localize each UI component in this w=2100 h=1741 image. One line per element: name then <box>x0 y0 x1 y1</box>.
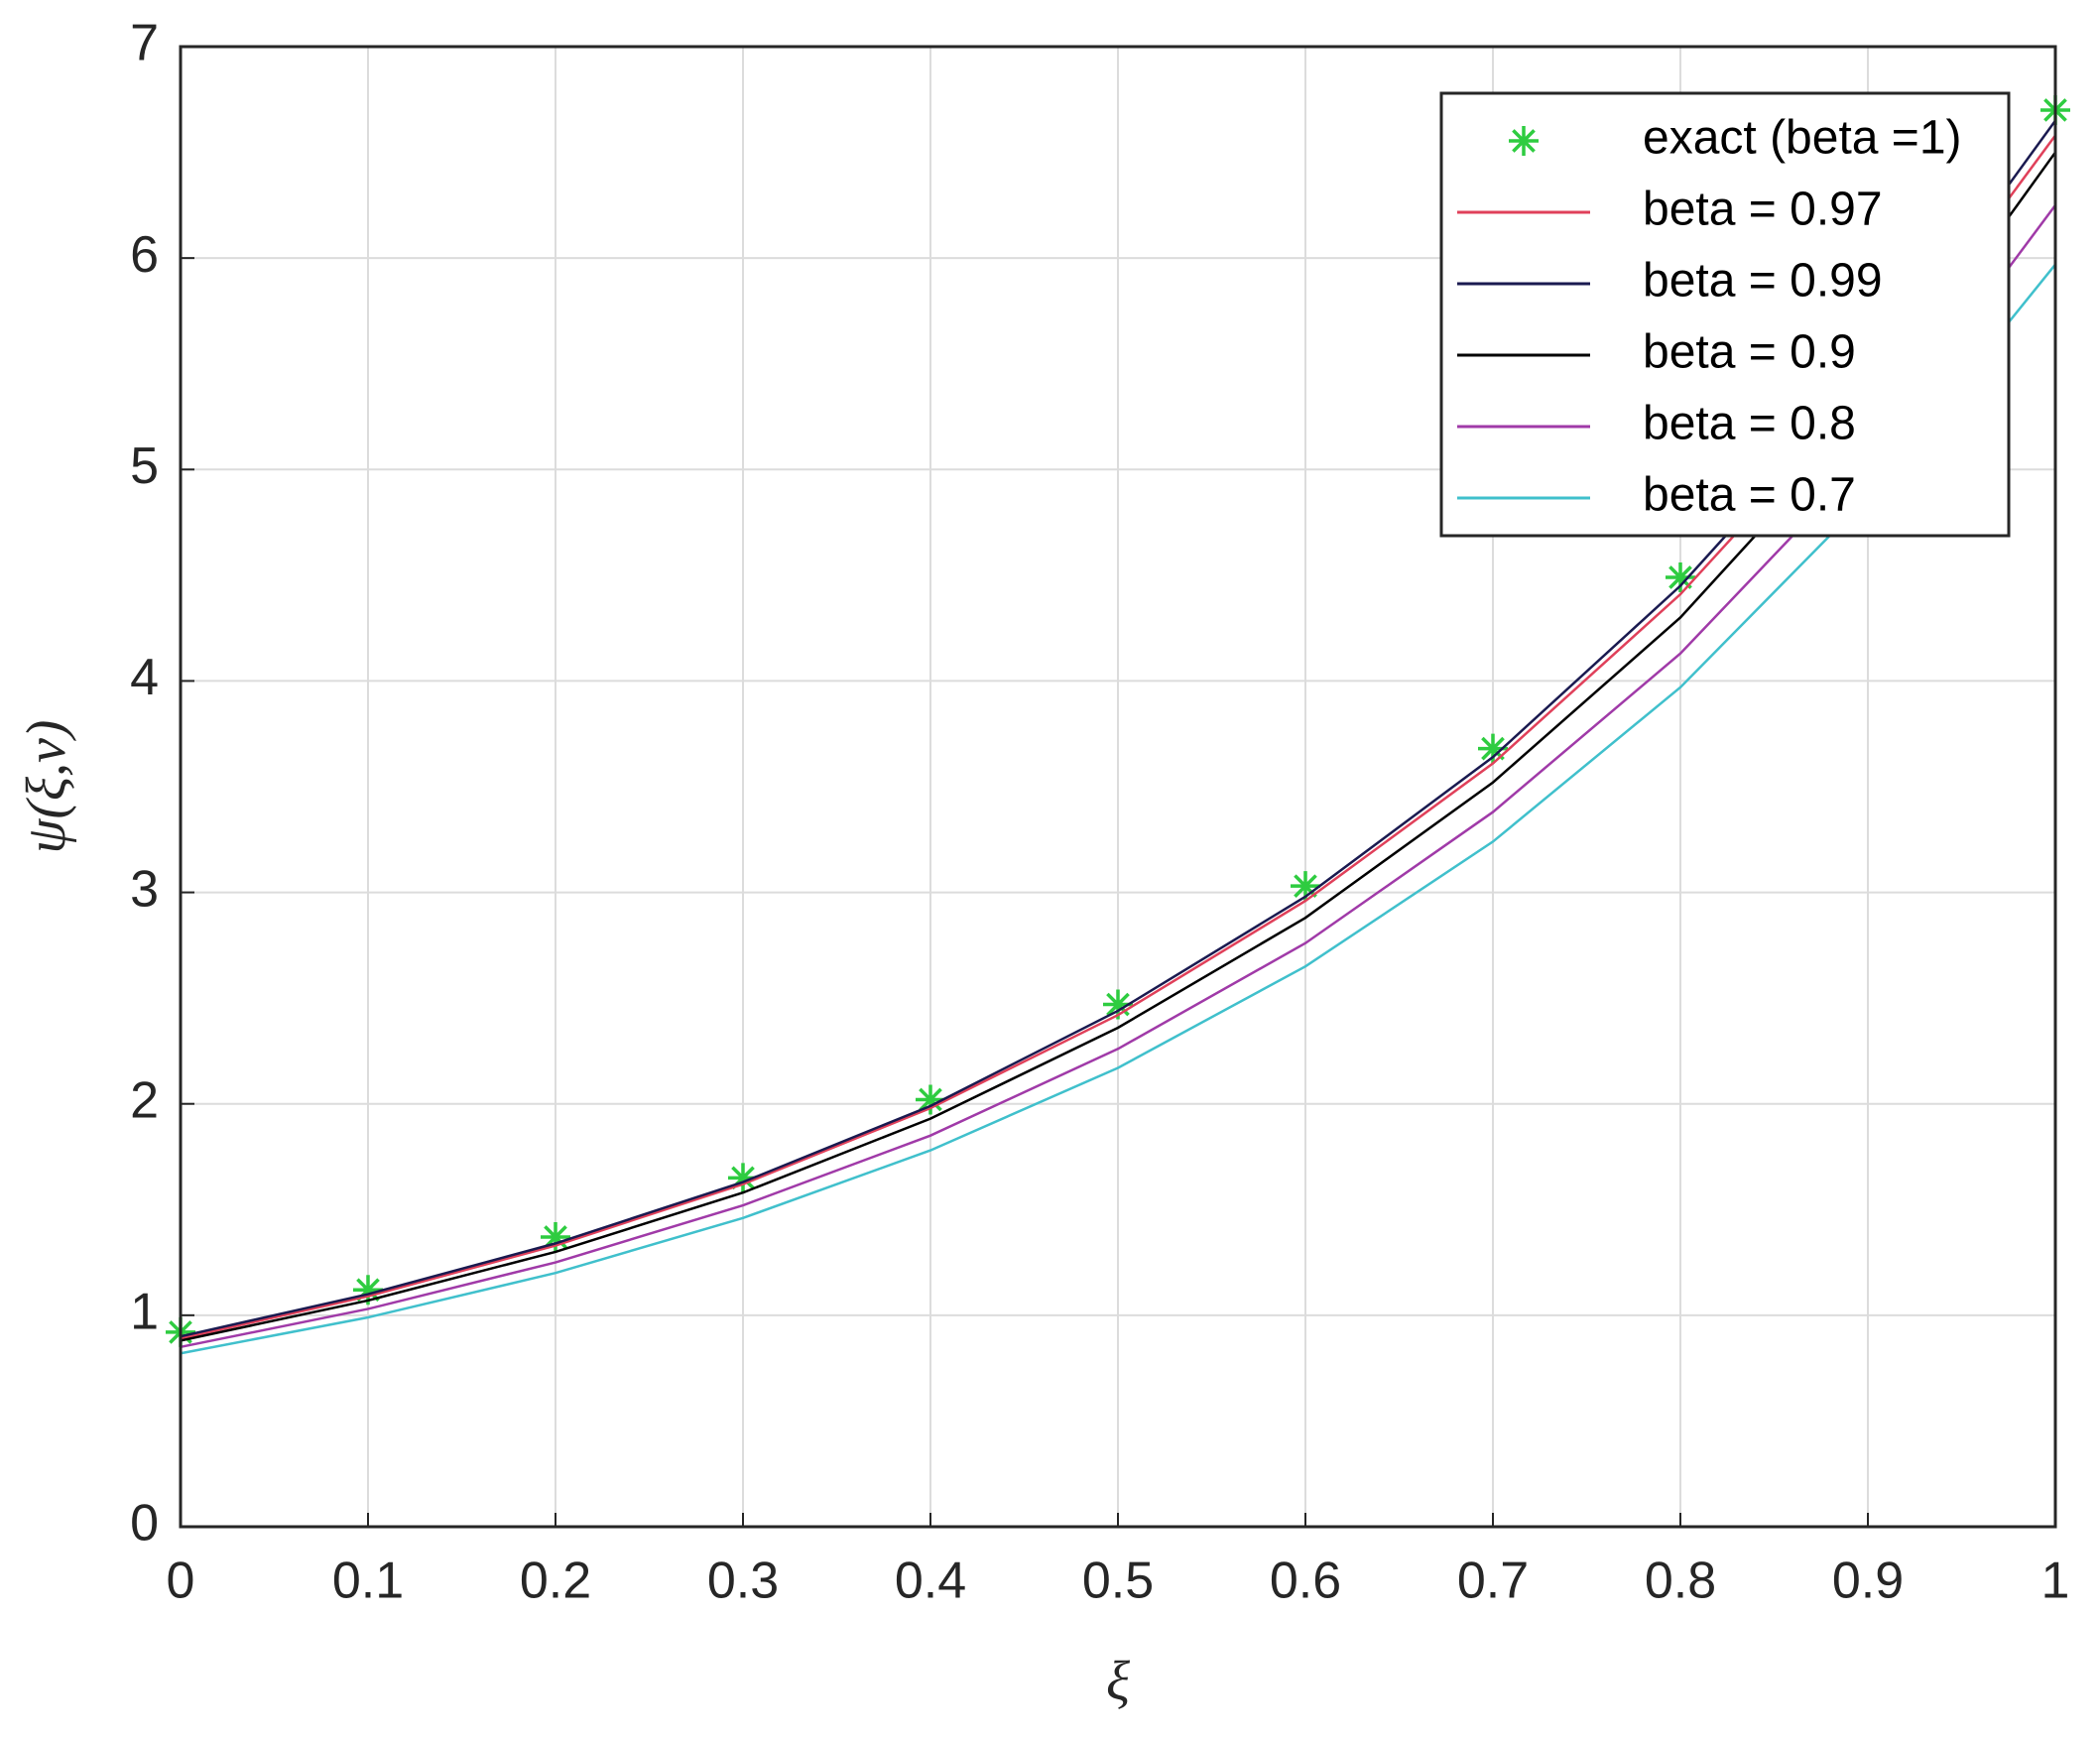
x-tick-label: 0 <box>167 1553 195 1610</box>
series-marker <box>1103 989 1133 1020</box>
legend-label: beta = 0.97 <box>1643 184 1883 236</box>
series-line <box>180 204 2057 1349</box>
series-marker <box>541 1221 570 1252</box>
y-tick-label: 7 <box>130 15 159 72</box>
x-tick-label: 0.3 <box>707 1553 779 1610</box>
y-tick-label: 2 <box>130 1071 159 1129</box>
x-tick-label: 1 <box>2041 1553 2070 1610</box>
axes-frame <box>179 45 2057 1529</box>
x-axis-label: ξ <box>1106 1651 1130 1712</box>
x-tick-label: 0.1 <box>332 1553 404 1610</box>
legend-label: beta = 0.9 <box>1643 326 1856 379</box>
y-tick-label: 5 <box>130 437 159 495</box>
legend-marker <box>1509 126 1539 156</box>
series-marker <box>1478 733 1508 764</box>
legend-label: exact (beta =1) <box>1643 112 1962 165</box>
legend: exact (beta =1) beta = 0.97 beta = 0.99 bet… <box>1439 91 2011 538</box>
legend-box <box>1439 91 2011 538</box>
x-tick-label: 0.8 <box>1645 1553 1716 1610</box>
y-tick-label: 3 <box>130 860 159 918</box>
y-tick-label: 0 <box>130 1495 159 1553</box>
legend-label: beta = 0.7 <box>1643 469 1856 522</box>
series-marker <box>916 1084 945 1115</box>
series-marker <box>1666 561 1695 592</box>
x-tick-label: 0.2 <box>520 1553 591 1610</box>
y-tick-label: 6 <box>130 226 159 284</box>
y-tick-label: 1 <box>130 1284 159 1341</box>
y-axis-label: ψ(ξ,ν) <box>16 720 77 854</box>
legend-label: beta = 0.99 <box>1643 255 1883 308</box>
x-tick-label: 0.5 <box>1082 1553 1154 1610</box>
x-tick-label: 0.9 <box>1832 1553 1904 1610</box>
x-tick-label: 0.4 <box>895 1553 966 1610</box>
series-line <box>180 263 2056 1355</box>
series-marker <box>353 1275 383 1306</box>
series-line <box>180 151 2057 1342</box>
y-tick-label: 4 <box>130 649 159 706</box>
series-marker <box>728 1163 758 1193</box>
x-tick-label: 0.7 <box>1457 1553 1529 1610</box>
series-marker <box>1291 871 1320 902</box>
legend-label: beta = 0.8 <box>1643 398 1856 450</box>
x-tick-label: 0.6 <box>1270 1553 1341 1610</box>
